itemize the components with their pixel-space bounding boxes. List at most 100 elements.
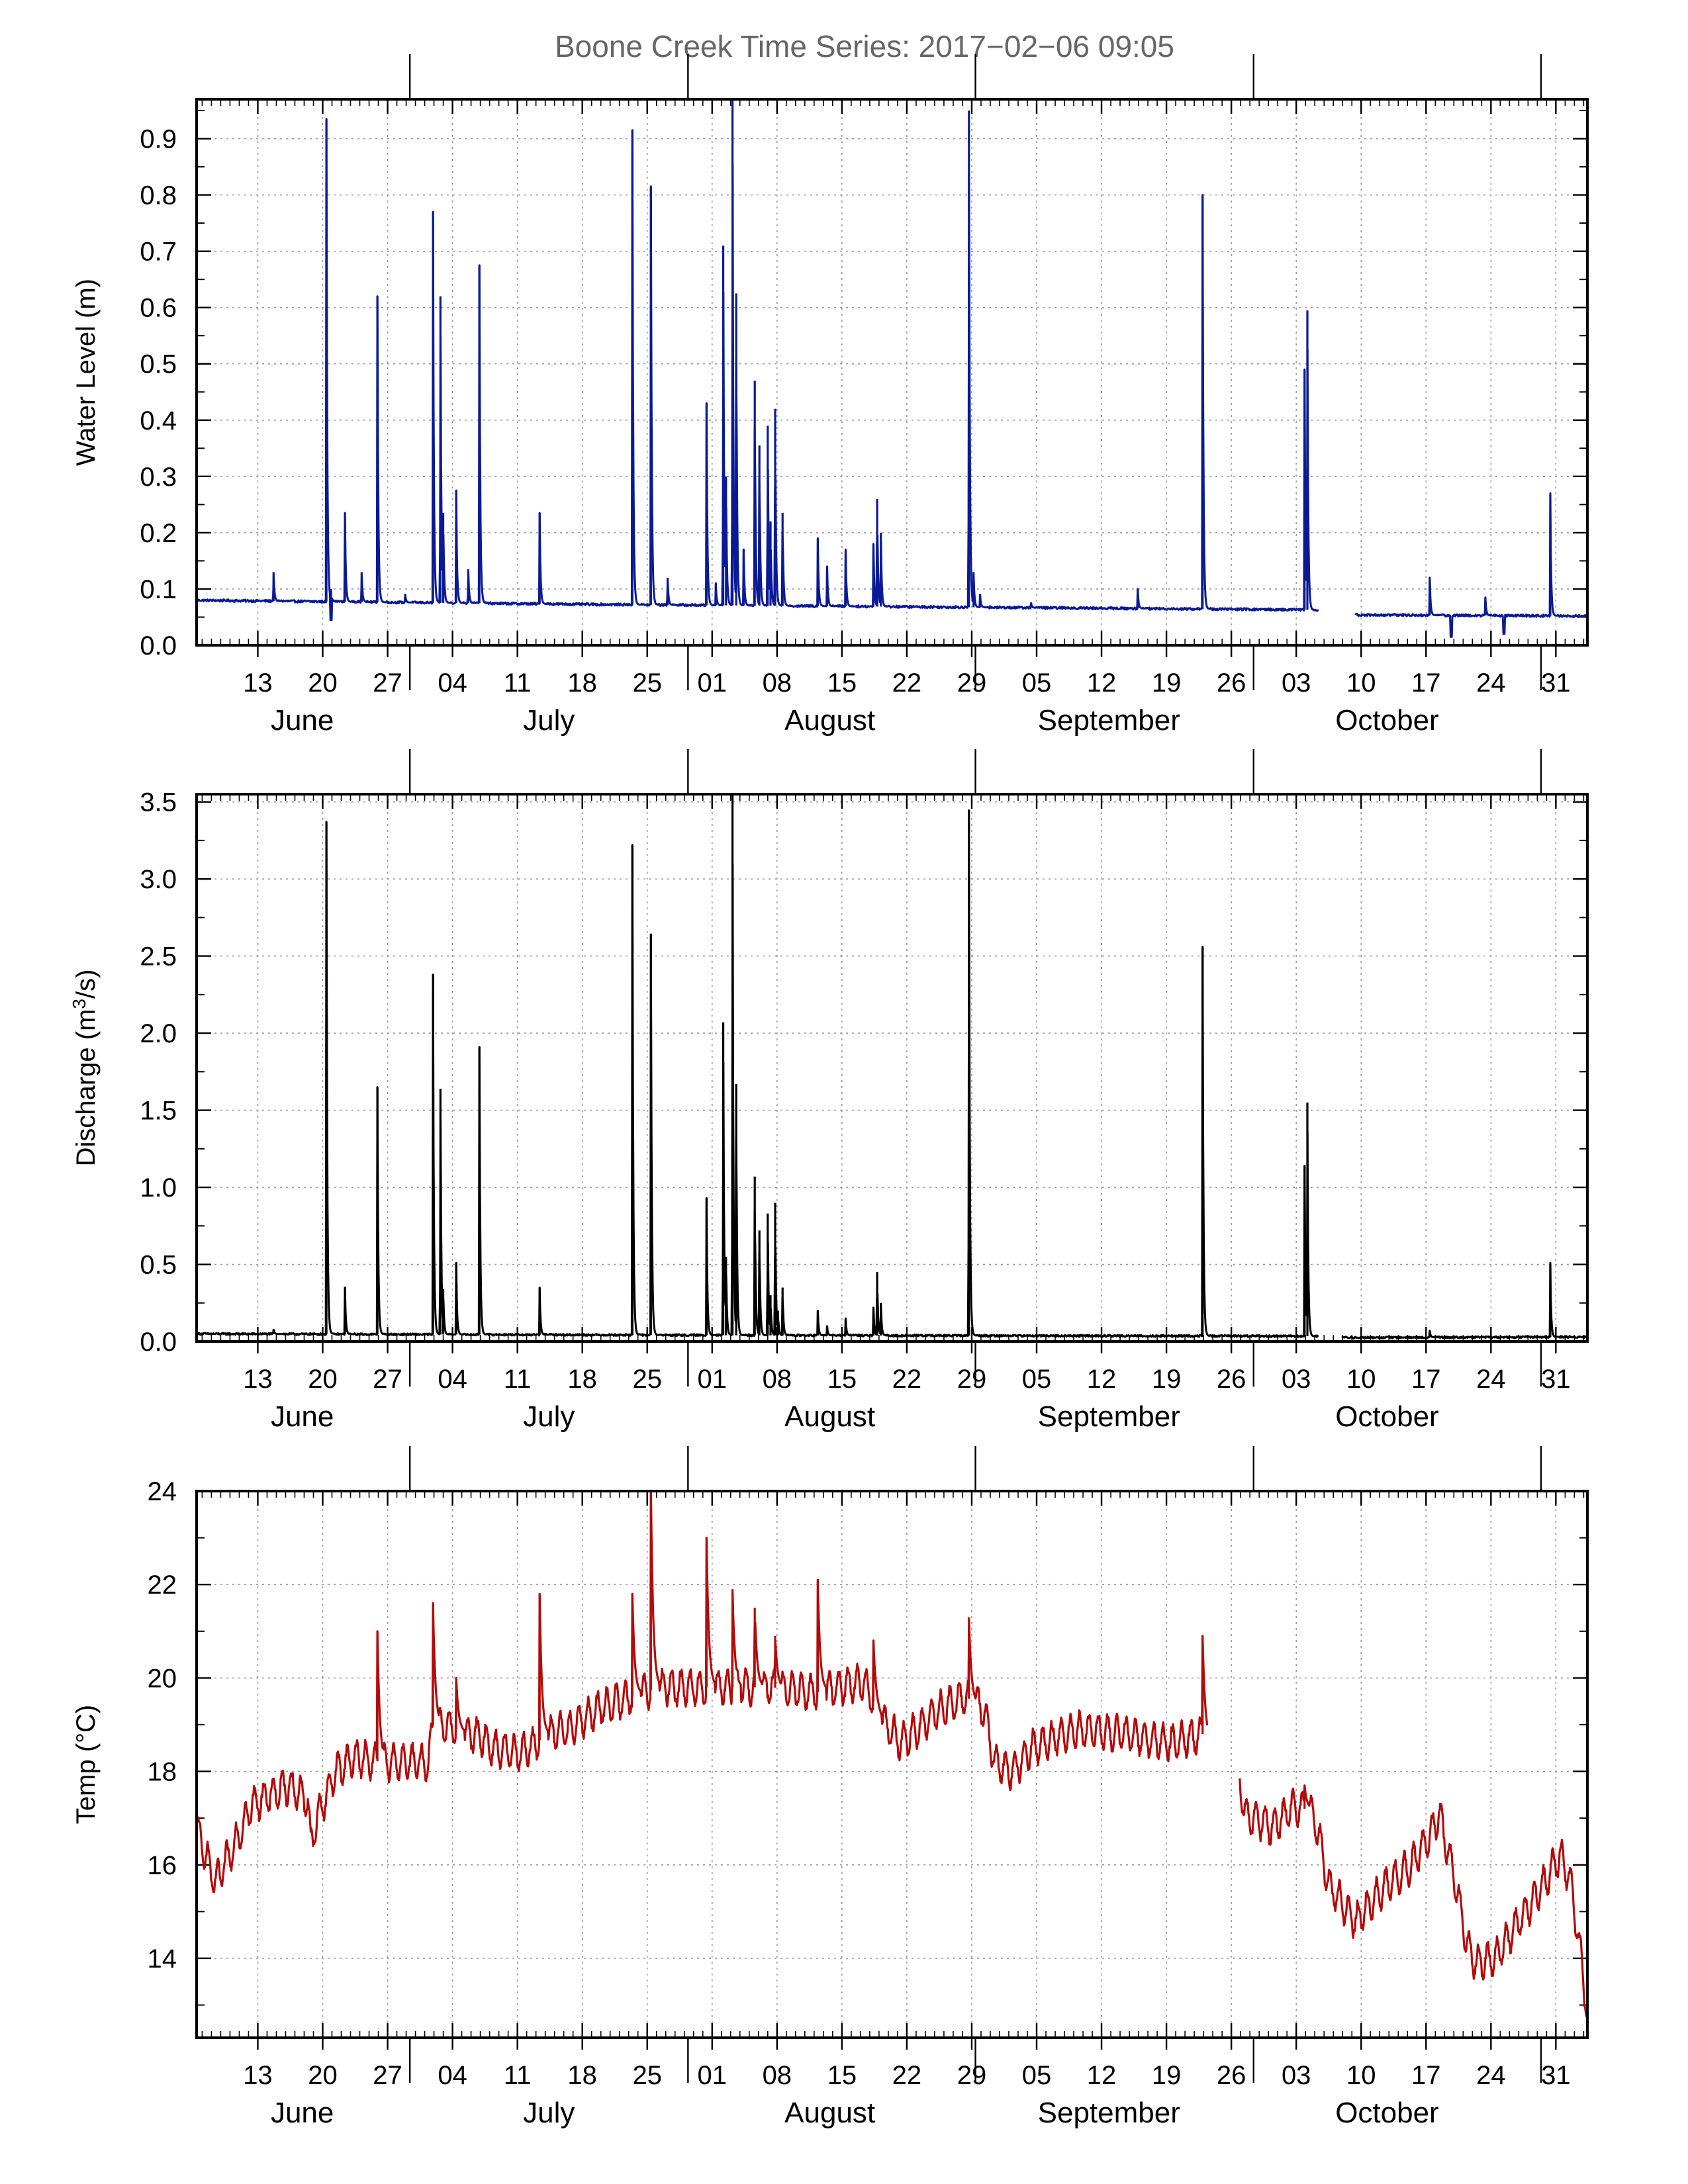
y-axis-title: Water Level (m)	[71, 279, 101, 466]
y-tick-label: 2.5	[140, 942, 177, 972]
y-tick-label: 3.0	[140, 865, 177, 894]
x-month-label: September	[1038, 1400, 1180, 1433]
x-day-label: 13	[243, 668, 273, 698]
x-day-label: 04	[438, 1365, 467, 1394]
x-month-label: June	[271, 1400, 334, 1433]
x-day-label: 19	[1152, 668, 1182, 698]
x-day-label: 22	[892, 2061, 922, 2090]
x-day-label: 26	[1217, 668, 1246, 698]
x-day-label: 17	[1411, 668, 1441, 698]
x-month-label: September	[1038, 2097, 1180, 2129]
x-month-label: August	[784, 1400, 875, 1433]
temp-line	[195, 1490, 1589, 2018]
x-month-label: October	[1335, 1400, 1439, 1433]
x-day-label: 08	[763, 668, 792, 698]
x-day-label: 15	[827, 668, 857, 698]
x-day-label: 08	[763, 1365, 792, 1394]
x-day-label: 27	[373, 1365, 402, 1394]
x-day-label: 15	[827, 1365, 857, 1394]
x-day-label: 31	[1541, 1365, 1571, 1394]
y-tick-label: 0.5	[140, 350, 177, 379]
y-tick-label: 0.0	[140, 631, 177, 660]
x-day-label: 01	[698, 2061, 727, 2090]
y-tick-label: 3.5	[140, 788, 177, 817]
x-day-label: 20	[308, 1365, 338, 1394]
x-day-label: 12	[1087, 1365, 1117, 1394]
y-tick-label: 18	[148, 1758, 177, 1787]
x-day-label: 01	[698, 1365, 727, 1394]
x-day-label: 29	[957, 668, 987, 698]
x-day-label: 19	[1152, 1365, 1182, 1394]
x-month-label: July	[523, 704, 575, 737]
x-month-label: August	[784, 2097, 875, 2129]
y-tick-label: 20	[148, 1664, 177, 1693]
x-day-label: 13	[243, 2061, 273, 2090]
y-tick-label: 16	[148, 1851, 177, 1880]
x-day-label: 24	[1476, 2061, 1506, 2090]
y-tick-label: 0.3	[140, 463, 177, 492]
y-tick-label: 0.0	[140, 1328, 177, 1357]
y-tick-label: 0.6	[140, 294, 177, 323]
x-day-label: 22	[892, 668, 922, 698]
x-day-label: 29	[957, 1365, 987, 1394]
y-tick-label: 1.5	[140, 1097, 177, 1126]
x-day-label: 10	[1346, 668, 1376, 698]
y-tick-label: 0.2	[140, 519, 177, 548]
x-day-label: 13	[243, 1365, 273, 1394]
x-day-label: 11	[504, 2061, 532, 2090]
x-day-label: 31	[1541, 2061, 1571, 2090]
x-month-label: September	[1038, 704, 1180, 737]
x-day-label: 20	[308, 668, 338, 698]
chart-panel-3: 14 16 18 20 22 24 13 20 27 04 11 18 25 01 08 15 22 29 05 12…	[71, 1446, 1589, 2129]
x-month-label: October	[1335, 704, 1439, 737]
y-axis-title-main: Discharge (m	[71, 1009, 101, 1167]
x-day-label: 25	[632, 2061, 662, 2090]
y-axis-title-sup: 3	[69, 999, 89, 1009]
plot-frame	[195, 793, 1589, 1343]
plot-frame	[195, 1490, 1589, 2039]
x-day-label: 18	[567, 2061, 597, 2090]
x-day-label: 17	[1411, 2061, 1441, 2090]
x-day-label: 17	[1411, 1365, 1441, 1394]
x-day-label: 26	[1217, 1365, 1246, 1394]
y-tick-label: 0.8	[140, 181, 177, 210]
x-day-label: 25	[632, 1365, 662, 1394]
x-day-label: 18	[567, 668, 597, 698]
y-tick-label: 0.4	[140, 406, 177, 435]
x-day-label: 11	[504, 668, 532, 698]
x-month-label: June	[271, 2097, 334, 2129]
x-day-label: 24	[1476, 1365, 1506, 1394]
x-month-label: October	[1335, 2097, 1439, 2129]
x-day-label: 24	[1476, 668, 1506, 698]
x-day-label: 03	[1282, 2061, 1311, 2090]
x-day-label: 10	[1346, 1365, 1376, 1394]
x-day-label: 31	[1541, 668, 1571, 698]
y-tick-label: 1.0	[140, 1173, 177, 1203]
x-day-label: 25	[632, 668, 662, 698]
x-day-label: 22	[892, 1365, 922, 1394]
y-tick-label: 0.1	[140, 575, 177, 604]
x-day-label: 27	[373, 2061, 402, 2090]
y-tick-label: 14	[148, 1944, 177, 1974]
x-day-label: 12	[1087, 2061, 1117, 2090]
x-day-label: 05	[1022, 2061, 1052, 2090]
chart-panel-2: 0.0 0.5 1.0 1.5 2.0 2.5 3.0 3.5 13 20 27 04 11 18 25 01…	[69, 749, 1589, 1433]
x-day-label: 03	[1282, 1365, 1311, 1394]
x-day-label: 27	[373, 668, 402, 698]
x-day-label: 20	[308, 2061, 338, 2090]
discharge-line	[195, 821, 1589, 1340]
panels: 0.0 0.1 0.2 0.3 0.4 0.5 0.6 0.7 0.8 0.9 13 20 27 04 11…	[69, 54, 1589, 2129]
y-axis-title: Discharge (m3/s)	[69, 970, 101, 1167]
water-level-line	[195, 118, 1589, 638]
chart-panel-1: 0.0 0.1 0.2 0.3 0.4 0.5 0.6 0.7 0.8 0.9 13 20 27 04 11…	[71, 54, 1589, 737]
x-day-label: 04	[438, 2061, 467, 2090]
x-day-label: 10	[1346, 2061, 1376, 2090]
y-tick-label: 24	[148, 1477, 177, 1506]
x-month-label: August	[784, 704, 875, 737]
x-day-label: 15	[827, 2061, 857, 2090]
x-day-label: 12	[1087, 668, 1117, 698]
y-tick-label: 0.9	[140, 125, 177, 154]
x-day-label: 19	[1152, 2061, 1182, 2090]
x-day-label: 11	[504, 1365, 532, 1394]
